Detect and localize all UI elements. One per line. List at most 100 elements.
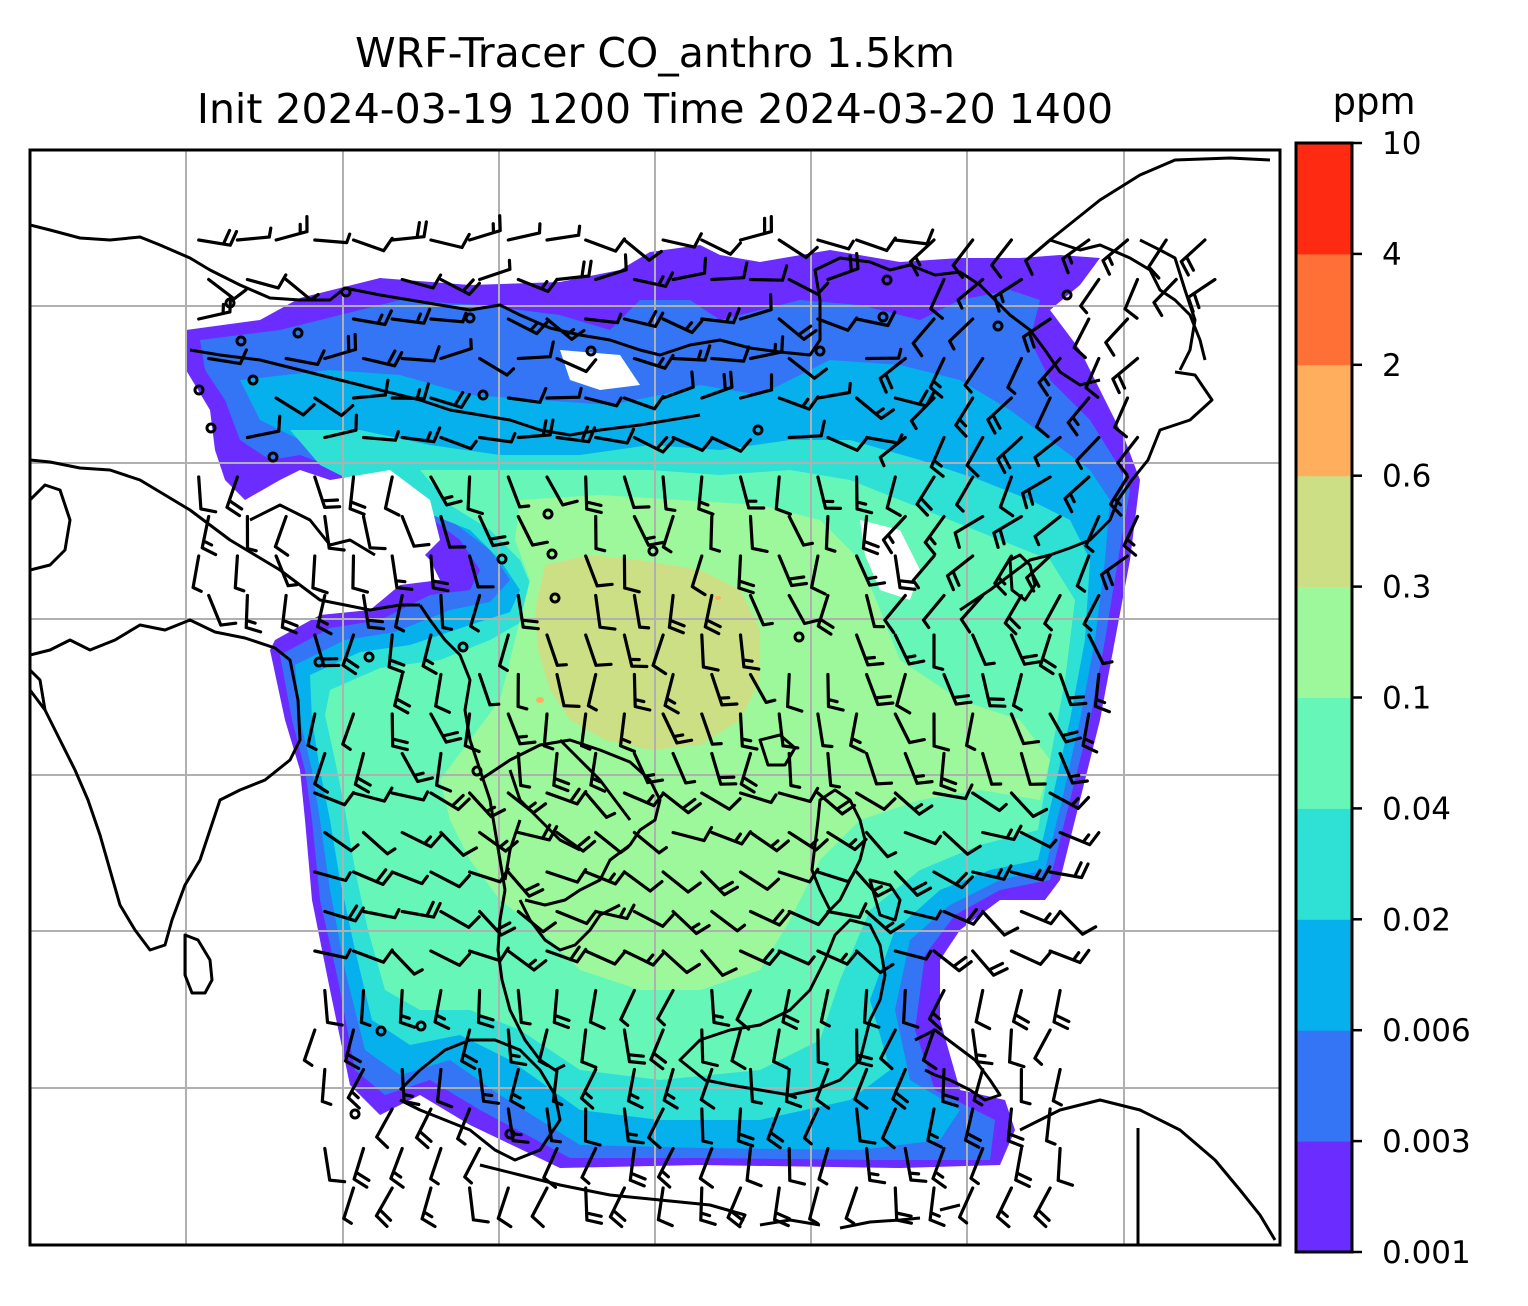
- wind-barb: [855, 396, 896, 420]
- wind-barb: [965, 712, 977, 751]
- wind-barb: [1025, 554, 1052, 593]
- wind-barb: [826, 830, 868, 852]
- wind-barb: [478, 432, 517, 444]
- wind-barb: [583, 1107, 602, 1147]
- wind-barb: [390, 870, 429, 886]
- wind-barb: [865, 672, 895, 707]
- wind-barb: [622, 309, 665, 328]
- wind-barb: [671, 344, 712, 362]
- wind-barb: [460, 1028, 479, 1070]
- calm-wind-markers: [193, 274, 1073, 1140]
- wind-barb: [516, 672, 529, 711]
- wind-barb: [506, 222, 542, 242]
- wind-barb: [555, 909, 598, 926]
- wind-barb: [594, 253, 628, 282]
- wind-barb: [463, 1146, 482, 1185]
- wind-barb: [622, 1107, 645, 1145]
- wind-barb: [698, 1146, 714, 1189]
- wind-barb: [700, 238, 742, 256]
- colorbar-tick-label: 0.006: [1382, 1013, 1471, 1049]
- wind-barb: [1051, 1067, 1063, 1107]
- colorbar-tick-label: 0.3: [1382, 570, 1431, 606]
- wind-barb: [1104, 317, 1130, 357]
- wind-barb: [398, 988, 417, 1029]
- wind-barb: [1048, 861, 1090, 880]
- wind-barb: [1087, 633, 1114, 666]
- wind-barb: [953, 514, 985, 549]
- wind-barb: [911, 317, 936, 358]
- wind-barb: [313, 396, 355, 418]
- wind-barb: [439, 338, 473, 361]
- wind-barb: [699, 1067, 716, 1110]
- wind-barb: [932, 783, 974, 801]
- wind-barb: [466, 475, 484, 516]
- wind-barb: [893, 554, 917, 591]
- wind-barb: [865, 830, 898, 859]
- wind-barb: [739, 751, 758, 794]
- wind-barb: [766, 1107, 785, 1150]
- wind-barb: [284, 277, 320, 302]
- wind-barb: [594, 903, 636, 921]
- wind-barb: [351, 309, 393, 327]
- wind-barb: [738, 791, 778, 805]
- wind-barb: [468, 867, 510, 884]
- wind-barb: [923, 514, 946, 556]
- wind-barb: [594, 514, 607, 553]
- wind-barb: [537, 1028, 549, 1067]
- wind-barb: [622, 791, 665, 808]
- wind-barb: [390, 712, 409, 752]
- colorbar-segment: [1296, 1030, 1352, 1142]
- tibet-border: [189, 348, 701, 437]
- wind-barb: [632, 271, 675, 288]
- wind-barb: [921, 593, 946, 630]
- wind-barb: [207, 348, 248, 366]
- wind-barb: [1123, 277, 1140, 320]
- wind-barb: [245, 273, 288, 290]
- wind-barb: [986, 396, 1013, 435]
- wind-barb: [341, 712, 356, 751]
- wind-barb: [555, 425, 597, 444]
- wind-barb: [584, 237, 626, 253]
- wind-barb: [1009, 633, 1041, 666]
- wind-barb: [816, 712, 834, 749]
- wind-barb: [284, 349, 326, 366]
- wind-barb: [594, 593, 617, 631]
- wind-barb: [632, 909, 675, 928]
- wind-barb: [478, 830, 519, 853]
- wind-barb: [468, 214, 502, 242]
- wind-barb: [824, 514, 837, 553]
- colorbar-tick-label: 0.1: [1382, 681, 1431, 717]
- wind-barb: [844, 1186, 859, 1225]
- field-level-03: [535, 555, 760, 750]
- wind-barb: [375, 1107, 394, 1149]
- wind-barb: [506, 317, 549, 336]
- wind-barb: [738, 373, 774, 400]
- wind-barb: [313, 870, 352, 883]
- wind-barb: [273, 514, 290, 557]
- wind-barb: [927, 988, 946, 1031]
- wind-barb: [969, 1146, 985, 1186]
- wind-barb: [1101, 238, 1130, 276]
- wind-barb: [816, 475, 843, 510]
- wind-barb: [1006, 1107, 1025, 1148]
- wind-barb: [429, 712, 463, 744]
- wind-barb: [667, 593, 686, 635]
- wind-barb: [878, 356, 907, 394]
- colorbar-segment: [1296, 919, 1352, 1031]
- wind-barb: [777, 238, 819, 260]
- wind-barb: [1019, 1067, 1032, 1106]
- wind-barb: [516, 988, 532, 1026]
- wind-barb: [885, 475, 902, 517]
- wind-barb: [632, 830, 668, 855]
- wind-barb: [1048, 948, 1091, 965]
- wind-barb: [516, 751, 532, 789]
- wind-barb: [390, 220, 428, 242]
- wind-barb: [816, 1028, 829, 1066]
- wind-barb: [928, 356, 946, 399]
- wind-barb: [893, 1186, 913, 1225]
- wind-barb: [1008, 1028, 1026, 1069]
- india-internal-2: [30, 668, 47, 711]
- wind-barb: [306, 712, 318, 751]
- wind-barb: [542, 1146, 559, 1189]
- wind-barb: [816, 791, 857, 816]
